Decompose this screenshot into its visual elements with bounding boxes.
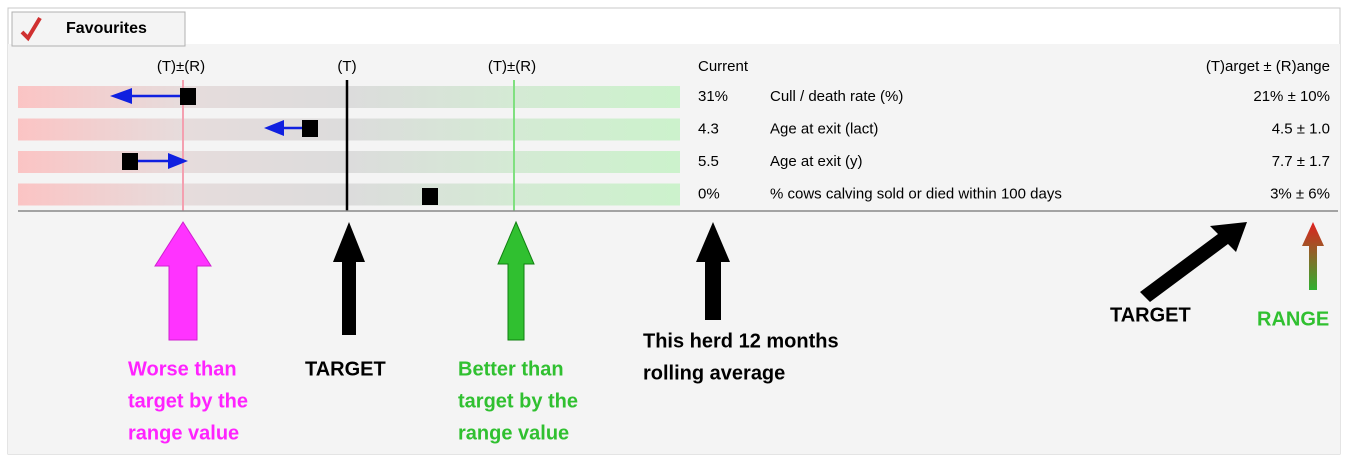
row-target: 7.7 ± 1.7 [1272,153,1330,170]
row-bar [18,151,680,173]
target-annotation: TARGET [305,358,386,380]
tab-icon [20,16,42,42]
worse-annotation: target by the [128,390,248,412]
range-arrow [1302,222,1324,290]
header-better: (T)±(R) [488,58,536,75]
row-target: 4.5 ± 1.0 [1272,120,1330,137]
markers [110,88,438,205]
target-right-annotation: TARGET [1110,304,1191,326]
header-worse: (T)±(R) [157,58,205,75]
tab[interactable] [11,11,186,47]
row-bar [18,118,680,141]
row-current: 0% [698,185,720,202]
content [8,44,1340,454]
better-arrow [497,220,535,341]
header-target-range: (T)arget ± (R)ange [1206,58,1330,75]
row-label: Cull / death rate (%) [770,88,903,105]
worse-annotation: range value [128,422,239,444]
better-annotation: Better than [458,358,564,380]
target-right-arrow [1140,222,1247,302]
row-label: % cows calving sold or died within 100 d… [770,185,1062,202]
row-current: 5.5 [698,153,719,170]
target-arrow [333,222,365,335]
worse-arrow [154,221,212,341]
current-arrow [696,222,730,320]
header-current: Current [698,58,749,75]
row-current: 4.3 [698,120,719,137]
row-label: Age at exit (y) [770,153,863,170]
row-current: 31% [698,88,728,105]
header-target: (T) [337,58,356,75]
range-annotation: RANGE [1257,308,1329,330]
tab-label[interactable]: Favourites [66,20,147,37]
better-annotation: range value [458,422,569,444]
better-annotation: target by the [458,390,578,412]
row-label: Age at exit (lact) [770,120,878,137]
current-annotation: rolling average [643,362,785,384]
worse-annotation: Worse than [128,358,237,380]
row-target: 21% ± 10% [1253,88,1330,105]
current-annotation: This herd 12 months [643,330,839,352]
row-bar [18,183,680,206]
row-target: 3% ± 6% [1270,185,1330,202]
